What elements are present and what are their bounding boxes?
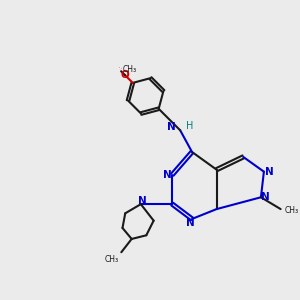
Text: CH₃: CH₃: [284, 206, 298, 215]
Text: O: O: [121, 70, 129, 80]
Text: H: H: [185, 121, 193, 131]
Text: CH₃: CH₃: [123, 65, 137, 74]
Text: O: O: [121, 68, 122, 69]
Text: N: N: [138, 196, 147, 206]
Text: N: N: [167, 122, 176, 132]
Text: N: N: [261, 192, 270, 202]
Text: N: N: [163, 169, 171, 180]
Text: CH₃: CH₃: [104, 255, 118, 264]
Text: O: O: [119, 67, 120, 68]
Text: N: N: [265, 167, 274, 177]
Text: N: N: [186, 218, 195, 228]
